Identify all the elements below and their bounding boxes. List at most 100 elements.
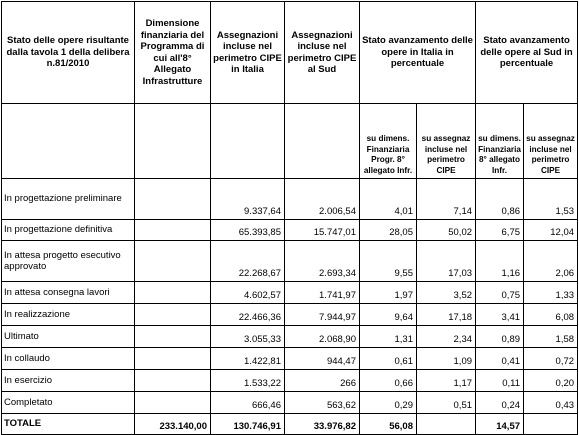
cell-sud-dimensione-pct: 0,86 [475, 178, 525, 220]
table-row: In progettazione preliminare 9.337,64 2.… [1, 178, 579, 220]
row-label: In collaudo [1, 347, 135, 370]
total-label: TOTALE [1, 413, 135, 435]
cell-dimensione [134, 240, 211, 282]
subheader-empty [134, 103, 211, 179]
table-row: In attesa progetto esecutivo approvato 2… [1, 240, 579, 282]
row-label: In attesa consegna lavori [1, 281, 135, 304]
cell-sud-dimensione-pct: 6,75 [475, 219, 525, 241]
subheader-empty [284, 103, 360, 179]
cell-cipe-italia: 1.533,22 [210, 369, 285, 392]
cell-cipe-sud: 2.006,54 [284, 178, 360, 220]
cell-italia-dimensione-pct: 1,31 [359, 325, 417, 348]
cell-cipe-sud: 563,62 [284, 391, 360, 414]
table-row: Ultimato 3.055,33 2.068,90 1,31 2,34 0,8… [1, 325, 579, 348]
cell-italia-dimensione-pct: 0,61 [359, 347, 417, 370]
subheader-empty [1, 103, 135, 179]
cell-sud-cipe-pct: 0,20 [523, 369, 579, 392]
cell-italia-dimensione-pct: 4,01 [359, 178, 417, 220]
cell-cipe-sud: 15.747,01 [284, 219, 360, 241]
cell-cipe-italia: 3.055,33 [210, 325, 285, 348]
table-row: In attesa consegna lavori 4.602,57 1.741… [1, 281, 579, 304]
cell-italia-cipe-pct: 1,17 [415, 369, 477, 392]
cell-cipe-sud: 1.741,97 [284, 281, 360, 304]
subheader-sud-dimensione: su dimens. Finanziaria 8° allegato Infr. [475, 103, 525, 179]
cell-sud-cipe-pct: 2,06 [523, 240, 579, 282]
cell-sud-dimensione-pct: 3,41 [475, 303, 525, 326]
cell-sud-cipe-pct: 1,33 [523, 281, 579, 304]
cell-sud-cipe-pct: 1,53 [523, 178, 579, 220]
total-italia-cipe-pct [415, 413, 477, 435]
cell-italia-dimensione-pct: 0,29 [359, 391, 417, 414]
cell-cipe-italia: 4.602,57 [210, 281, 285, 304]
subheader-row: su dimens. Finanziaria Progr. 8° allegat… [1, 103, 579, 179]
cell-italia-cipe-pct: 3,52 [415, 281, 477, 304]
cell-italia-dimensione-pct: 1,97 [359, 281, 417, 304]
cell-cipe-sud: 7.944,97 [284, 303, 360, 326]
total-italia-dimensione-pct: 56,08 [359, 413, 417, 435]
cell-dimensione [134, 178, 211, 220]
total-sud-dimensione-pct: 14,57 [475, 413, 525, 435]
cell-cipe-italia: 22.268,67 [210, 240, 285, 282]
cell-italia-cipe-pct: 17,03 [415, 240, 477, 282]
subheader-empty [210, 103, 285, 179]
header-avanzamento-italia: Stato avanzamento delle opere in Italia … [358, 1, 477, 104]
cell-sud-dimensione-pct: 1,16 [475, 240, 525, 282]
cell-italia-dimensione-pct: 9,64 [359, 303, 417, 326]
cell-italia-cipe-pct: 2,34 [415, 325, 477, 348]
cell-dimensione [134, 219, 211, 241]
row-label: In esercizio [1, 369, 135, 392]
cell-sud-cipe-pct: 1,58 [523, 325, 579, 348]
total-sud-cipe-pct [523, 413, 579, 435]
cell-italia-dimensione-pct: 0,66 [359, 369, 417, 392]
row-label: Ultimato [1, 325, 135, 348]
header-row: Stato delle opere risultante dalla tavol… [1, 1, 579, 104]
cell-dimensione [134, 347, 211, 370]
subheader-italia-cipe: su assegnaz incluse nel perimetro CIPE [415, 103, 477, 179]
total-dimensione: 233.140,00 [134, 413, 211, 435]
table-row: In collaudo 1.422,81 944,47 0,61 1,09 0,… [1, 347, 579, 370]
row-label: In progettazione preliminare [1, 178, 135, 220]
cell-sud-dimensione-pct: 0,24 [475, 391, 525, 414]
table-row: In esercizio 1.533,22 266 0,66 1,17 0,11… [1, 369, 579, 392]
row-label: In realizzazione [1, 303, 135, 326]
table-row: In progettazione definitiva 65.393,85 15… [1, 219, 579, 241]
cell-italia-cipe-pct: 17,18 [415, 303, 477, 326]
cell-cipe-italia: 22.466,36 [210, 303, 285, 326]
cell-dimensione [134, 369, 211, 392]
cell-sud-dimensione-pct: 0,75 [475, 281, 525, 304]
cell-cipe-italia: 65.393,85 [210, 219, 285, 241]
cell-dimensione [134, 281, 211, 304]
cell-sud-dimensione-pct: 0,11 [475, 369, 525, 392]
cell-sud-cipe-pct: 0,72 [523, 347, 579, 370]
cell-dimensione [134, 303, 211, 326]
cell-sud-cipe-pct: 12,04 [523, 219, 579, 241]
header-assegnazioni-sud: Assegnazioni incluse nel perimetro CIPE … [284, 1, 360, 104]
table-row: Completato 666,46 563,62 0,29 0,51 0,24 … [1, 391, 579, 414]
cell-sud-cipe-pct: 6,08 [523, 303, 579, 326]
cell-dimensione [134, 391, 211, 414]
total-row: TOTALE 233.140,00 130.746,91 33.976,82 5… [1, 413, 579, 435]
cell-cipe-italia: 1.422,81 [210, 347, 285, 370]
header-dimensione-finanziaria: Dimensione finanziaria del Programma di … [134, 1, 211, 104]
cell-italia-cipe-pct: 50,02 [415, 219, 477, 241]
cell-italia-dimensione-pct: 28,05 [359, 219, 417, 241]
cell-cipe-sud: 266 [284, 369, 360, 392]
cell-italia-dimensione-pct: 9,55 [359, 240, 417, 282]
header-stato-opere: Stato delle opere risultante dalla tavol… [1, 1, 135, 104]
total-cipe-italia: 130.746,91 [210, 413, 285, 435]
total-cipe-sud: 33.976,82 [284, 413, 360, 435]
row-label: Completato [1, 391, 135, 414]
row-label: In progettazione definitiva [1, 219, 135, 241]
header-assegnazioni-italia: Assegnazioni incluse nel perimetro CIPE … [210, 1, 285, 104]
subheader-italia-dimensione: su dimens. Finanziaria Progr. 8° allegat… [359, 103, 417, 179]
subheader-sud-cipe: su assegnaz incluse nel perimetro CIPE [523, 103, 579, 179]
cell-italia-cipe-pct: 1,09 [415, 347, 477, 370]
cell-italia-cipe-pct: 0,51 [415, 391, 477, 414]
row-label: In attesa progetto esecutivo approvato [1, 240, 135, 282]
cell-sud-dimensione-pct: 0,89 [475, 325, 525, 348]
cell-cipe-sud: 2.068,90 [284, 325, 360, 348]
cell-sud-dimensione-pct: 0,41 [475, 347, 525, 370]
cell-cipe-italia: 666,46 [210, 391, 285, 414]
header-avanzamento-sud: Stato avanzamento delle opere al Sud in … [475, 1, 579, 104]
